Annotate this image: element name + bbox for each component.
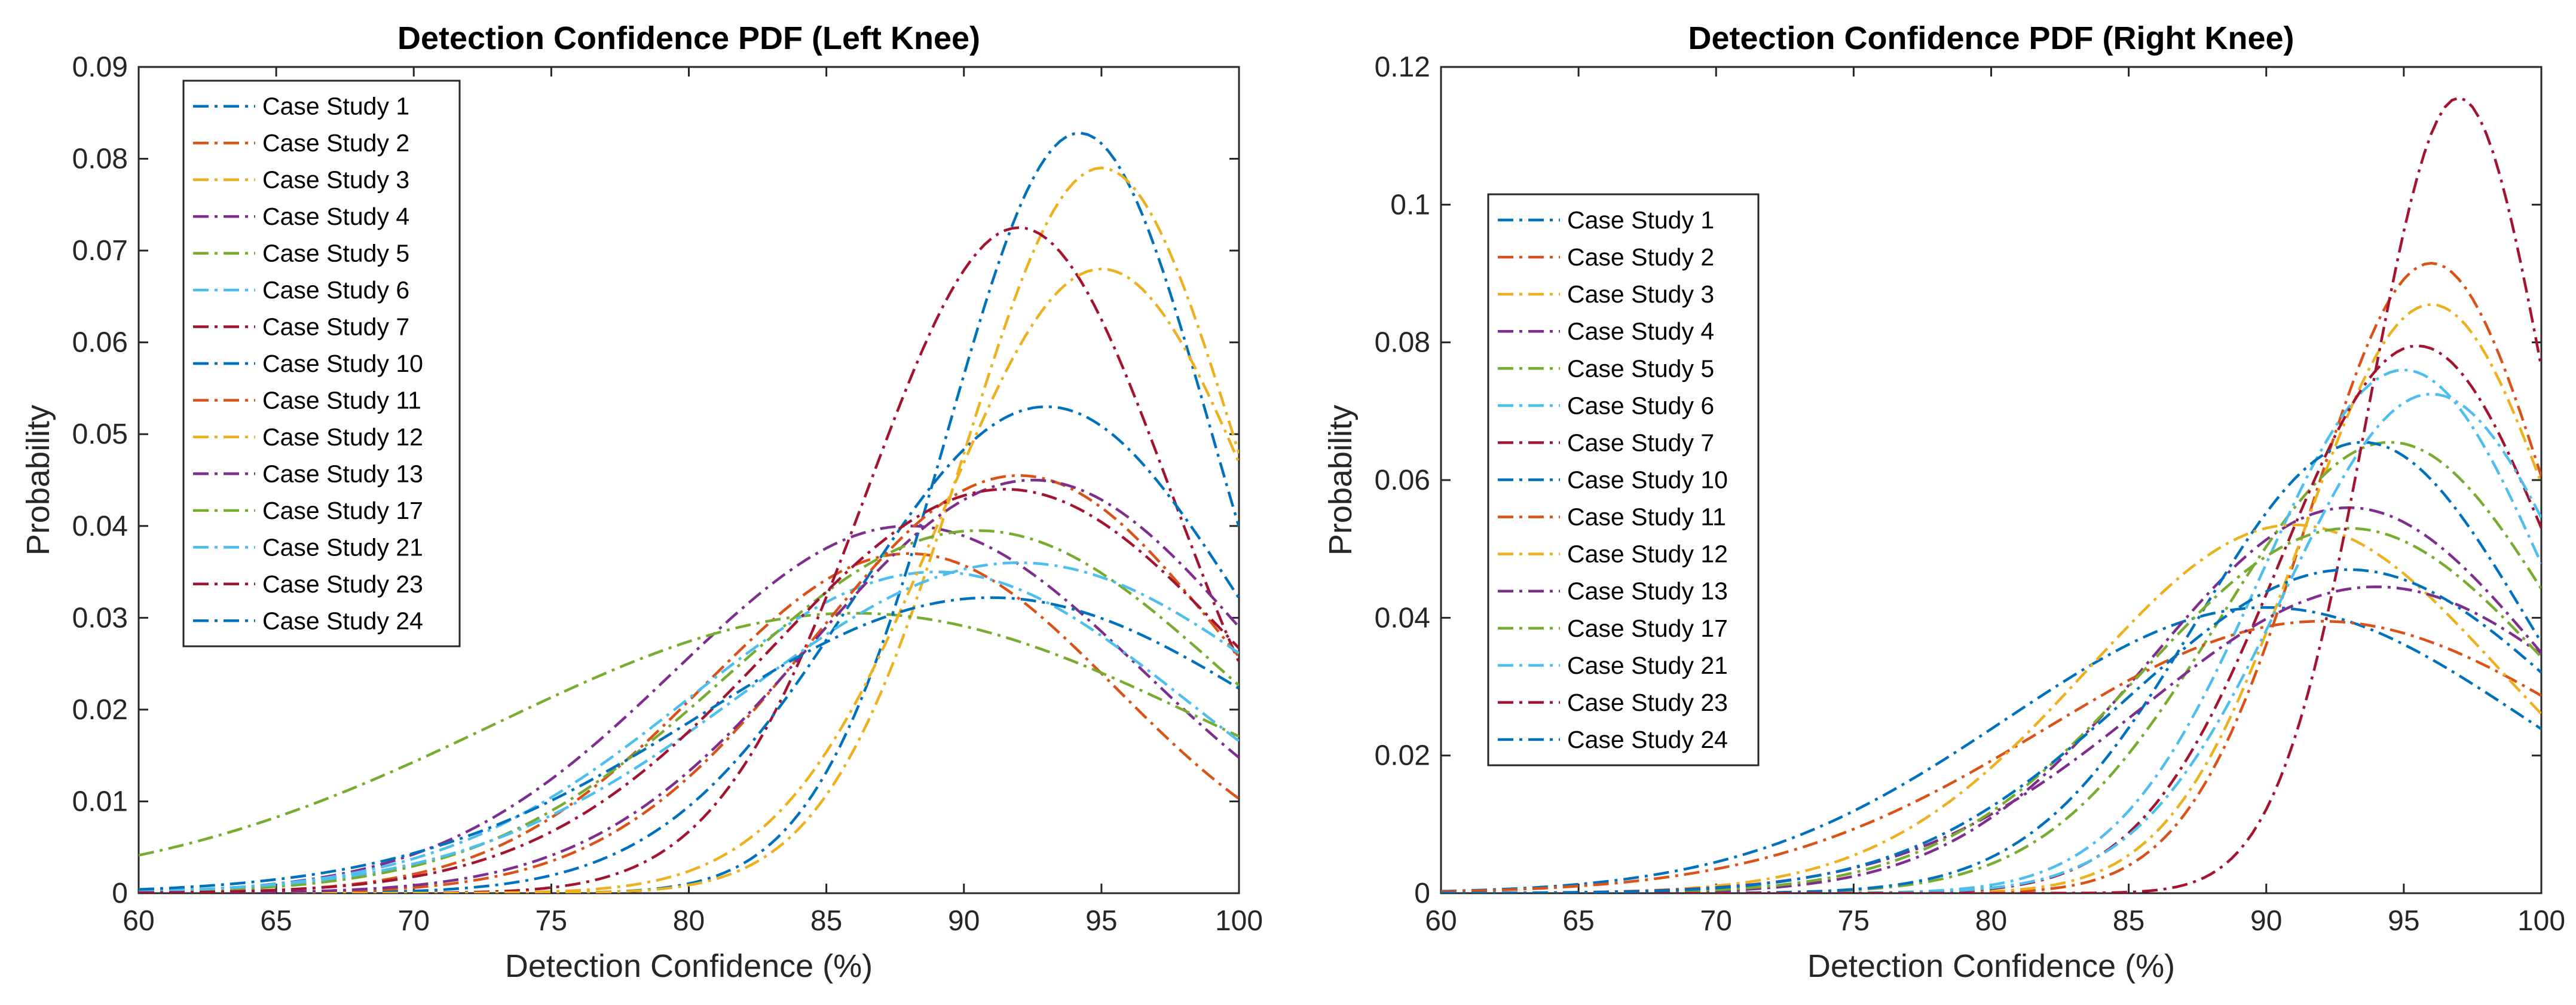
legend-entry: Case Study 7 [1567,429,1714,456]
y-tick-label: 0.04 [1375,602,1430,634]
series-line-case-study-24 [139,596,1239,891]
x-tick-label: 100 [1215,905,1263,937]
series-line-case-study-21 [1441,392,2541,893]
legend-entry: Case Study 21 [262,533,423,561]
series-lines [139,132,1239,893]
y-tick-label: 0.05 [72,419,128,450]
series-line-case-study-1 [139,132,1239,893]
legend-entry: Case Study 5 [1567,355,1714,382]
legend-entry: Case Study 12 [262,423,423,451]
legend-entry: Case Study 4 [1567,317,1714,345]
chart-title: Detection Confidence PDF (Right Knee) [1688,20,2294,56]
y-tick-label: 0.04 [72,511,128,542]
x-tick-label: 90 [2250,905,2282,937]
legend-entry: Case Study 11 [262,386,421,414]
x-tick-label: 75 [1838,905,1870,937]
legend-entry: Case Study 24 [1567,726,1728,753]
x-tick-label: 95 [2388,905,2419,937]
x-tick-label: 80 [1975,905,2007,937]
legend-entry: Case Study 21 [1567,652,1728,679]
legend-entry: Case Study 6 [262,276,409,304]
y-tick-label: 0.1 [1390,189,1430,221]
series-line-case-study-10 [1441,441,2541,893]
y-tick-label: 0.06 [1375,465,1430,496]
series-line-case-study-12 [139,267,1239,893]
x-tick-label: 60 [123,905,154,937]
x-tick-label: 70 [1700,905,1732,937]
series-line-case-study-5 [139,612,1239,857]
y-tick-label: 0.08 [72,143,128,175]
series-line-case-study-17 [139,529,1239,893]
series-line-case-study-1 [1441,606,2541,893]
chart-title: Detection Confidence PDF (Left Knee) [397,20,980,56]
x-tick-label: 100 [2517,905,2565,937]
legend-entry: Case Study 3 [1567,280,1714,308]
x-axis-label: Detection Confidence (%) [505,948,873,984]
y-tick-label: 0.07 [72,235,128,267]
x-tick-label: 70 [398,905,430,937]
chart-1: 60 65 70 75 80 85 90 95 100 0 0.01 0.02 0.03 0.04 0.05… [20,20,1263,984]
legend-entry: Case Study 1 [1567,206,1714,234]
legend: Case Study 1 Case Study 2 Case Study 3 Case… [1487,193,1760,766]
x-tick-label: 85 [810,905,842,937]
y-axis-label: Probability [1323,405,1359,555]
series-line-case-study-23 [139,488,1239,893]
x-tick-label: 65 [260,905,292,937]
x-axis-label: Detection Confidence (%) [1807,948,2175,984]
x-tick-label: 65 [1562,905,1594,937]
legend-entry: Case Study 4 [262,203,409,230]
series-line-case-study-24 [1441,568,2541,893]
legend-entry: Case Study 3 [262,166,409,194]
y-tick-label: 0.08 [1375,327,1430,359]
series-line-case-study-13 [139,478,1239,893]
legend-entry: Case Study 10 [1567,466,1728,494]
chart-2: 60 65 70 75 80 85 90 95 100 0 0.02 0.04 0.06 0.08 0.1 0… [1323,20,2565,984]
y-tick-label: 0.02 [72,694,128,726]
legend-entry: Case Study 13 [262,460,423,487]
legend-entry: Case Study 10 [262,350,423,377]
y-tick-label: 0.09 [72,51,128,83]
legend-entry: Case Study 6 [1567,392,1714,419]
legend: Case Study 1 Case Study 2 Case Study 3 Case… [182,80,461,647]
x-tick-label: 90 [948,905,980,937]
series-line-case-study-6 [1441,368,2541,893]
x-tick-label: 60 [1425,905,1457,937]
legend-entry: Case Study 17 [262,497,423,524]
x-tick-label: 85 [2113,905,2144,937]
series-lines [1441,96,2541,893]
legend-entry: Case Study 23 [262,570,423,598]
series-line-case-study-5 [1441,441,2541,893]
y-tick-label: 0.12 [1375,51,1430,83]
legend-entry: Case Study 24 [262,607,423,634]
legend-entry: Case Study 2 [262,129,409,157]
y-tick-label: 0.02 [1375,740,1430,772]
y-tick-label: 0.01 [72,786,128,817]
legend-entry: Case Study 2 [1567,243,1714,271]
series-line-case-study-11 [1441,619,2541,893]
legend-entry: Case Study 7 [262,313,409,341]
legend-entry: Case Study 12 [1567,540,1728,568]
legend-entry: Case Study 23 [1567,689,1728,716]
legend-entry: Case Study 11 [1567,503,1726,531]
series-line-case-study-7 [139,226,1239,893]
legend-entry: Case Study 17 [1567,615,1728,642]
x-tick-label: 75 [536,905,567,937]
x-tick-label: 95 [1085,905,1117,937]
series-line-case-study-3 [139,166,1239,893]
legend-entry: Case Study 13 [1567,578,1728,605]
series-line-case-study-3 [1441,303,2541,893]
y-axis-label: Probability [20,405,56,555]
series-line-case-study-6 [139,570,1239,893]
y-tick-label: 0.06 [72,327,128,359]
y-tick-label: 0 [112,878,128,909]
y-tick-label: 0 [1414,878,1430,909]
x-tick-label: 80 [673,905,705,937]
legend-entry: Case Study 5 [262,240,409,267]
legend-entry: Case Study 1 [262,93,409,120]
y-tick-label: 0.03 [72,602,128,634]
